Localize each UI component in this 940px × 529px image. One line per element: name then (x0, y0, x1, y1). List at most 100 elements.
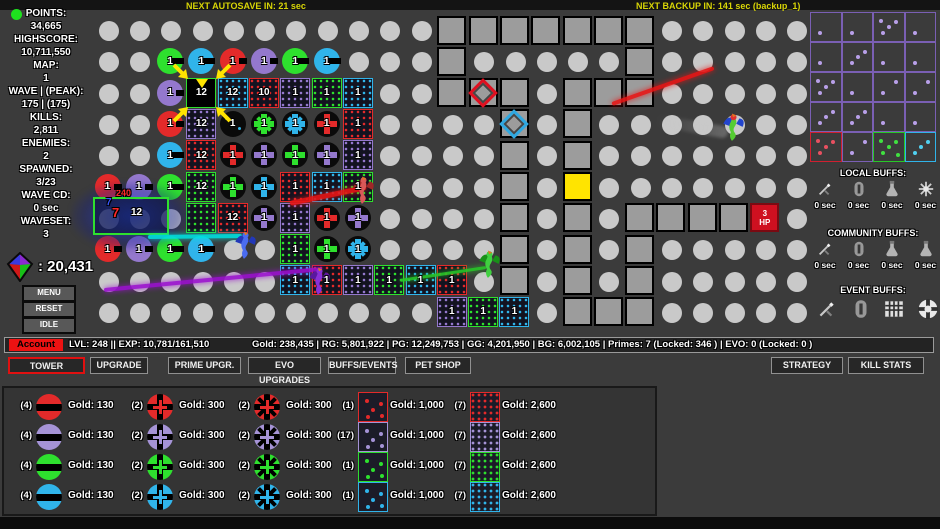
board-dot[interactable] (755, 240, 776, 261)
board-dot[interactable] (411, 115, 432, 136)
tower-red-square[interactable]: 12 (217, 202, 248, 233)
board-dot[interactable] (630, 115, 651, 136)
loadout-cell[interactable] (841, 132, 873, 162)
board-dot[interactable] (662, 146, 683, 167)
board-dot[interactable] (380, 21, 401, 42)
loadout-cell[interactable] (904, 12, 936, 42)
board-dot[interactable] (411, 83, 432, 104)
board-dot[interactable] (787, 271, 808, 292)
board-dot[interactable] (349, 302, 370, 323)
tower-purple-circle[interactable]: 1 (344, 204, 371, 231)
board-dot[interactable] (474, 52, 495, 73)
board-dot[interactable] (693, 21, 714, 42)
board-dot[interactable] (536, 302, 557, 323)
tower-green-circle[interactable]: 1 (313, 236, 340, 263)
loadout-cell[interactable] (810, 42, 842, 72)
board-dot[interactable] (349, 21, 370, 42)
loadout-cell[interactable] (841, 102, 873, 132)
board-dot[interactable] (286, 21, 307, 42)
loadout-cell[interactable] (810, 12, 842, 42)
board-dot[interactable] (536, 271, 557, 292)
board-dot[interactable] (724, 177, 745, 198)
board-dot[interactable] (161, 21, 182, 42)
loadout-cell[interactable] (810, 102, 842, 132)
board-dot[interactable] (787, 115, 808, 136)
board-dot[interactable] (787, 146, 808, 167)
board-dot[interactable] (755, 52, 776, 73)
loadout-cell[interactable] (904, 42, 936, 72)
tab-kill-stats[interactable]: KILL STATS (848, 357, 924, 374)
tower-green-circle[interactable]: 1 (282, 142, 309, 169)
tower-purple-square[interactable]: 1 (280, 77, 311, 108)
board-dot[interactable] (630, 146, 651, 167)
board-dot[interactable] (787, 208, 808, 229)
board-dot[interactable] (724, 83, 745, 104)
board-dot[interactable] (693, 115, 714, 136)
tab-prime-upgr-[interactable]: PRIME UPGR. (168, 357, 241, 374)
board-dot[interactable] (98, 115, 119, 136)
board-dot[interactable] (129, 146, 150, 167)
loadout-cell[interactable] (841, 12, 873, 42)
board-dot[interactable] (192, 302, 213, 323)
board-dot[interactable] (787, 52, 808, 73)
tower-green-base[interactable] (93, 197, 169, 235)
tower-red-circle[interactable]: 1 (313, 204, 340, 231)
board-dot[interactable] (192, 21, 213, 42)
board-dot[interactable] (662, 177, 683, 198)
board-dot[interactable] (755, 115, 776, 136)
menu-button-reset[interactable]: RESET (22, 301, 76, 318)
tower-purple-circle[interactable]: 1 (251, 142, 277, 169)
board-dot[interactable] (474, 208, 495, 229)
loadout-cell[interactable] (904, 72, 936, 102)
board-dot[interactable] (98, 52, 119, 73)
board-dot[interactable] (693, 240, 714, 261)
tower-blue-circle[interactable]: 1 (282, 110, 309, 137)
loadout-cell[interactable] (841, 42, 873, 72)
tower-green-circle[interactable]: 1 (282, 48, 310, 75)
board-dot[interactable] (693, 271, 714, 292)
board-dot[interactable] (255, 21, 276, 42)
board-dot[interactable] (411, 21, 432, 42)
menu-button-menu[interactable]: MENU (22, 285, 76, 302)
tower-purple-circle[interactable]: 1 (251, 204, 277, 231)
tab-buffs-events[interactable]: BUFFS/EVENTS (328, 357, 398, 374)
tower-red-circle[interactable]: 1 (313, 110, 340, 137)
board-dot[interactable] (536, 83, 557, 104)
board-dot[interactable] (662, 271, 683, 292)
tower-purple-square[interactable]: 1 (436, 296, 467, 327)
board-dot[interactable] (755, 83, 776, 104)
board-dot[interactable] (505, 52, 526, 73)
tower-green-square[interactable]: 1 (311, 77, 342, 108)
board-dot[interactable] (349, 52, 370, 73)
tab-evo-upgrades[interactable]: EVO UPGRADES (248, 357, 321, 385)
board-dot[interactable] (662, 83, 683, 104)
tab-upgrade[interactable]: UPGRADE (90, 357, 148, 374)
tower-red-circle[interactable]: 1 (219, 142, 246, 169)
board-dot[interactable] (380, 177, 401, 198)
board-dot[interactable] (129, 52, 150, 73)
board-dot[interactable] (317, 21, 338, 42)
board-dot[interactable] (380, 208, 401, 229)
tower-blue-square[interactable]: 1 (499, 296, 530, 327)
board-dot[interactable] (755, 177, 776, 198)
tower-green-square[interactable]: 1 (374, 265, 405, 296)
board-dot[interactable] (380, 52, 401, 73)
tower-purple-circle[interactable]: 1 (251, 48, 278, 75)
tower-blue-circle[interactable]: 1 (188, 48, 216, 75)
tower-green-square[interactable] (186, 202, 217, 233)
tower-purple-circle[interactable]: 1 (157, 79, 185, 106)
loadout-cell[interactable] (904, 132, 936, 162)
menu-button-idle[interactable]: IDLE (22, 317, 76, 334)
board-dot[interactable] (599, 177, 620, 198)
board-dot[interactable] (411, 208, 432, 229)
board-dot[interactable] (536, 115, 557, 136)
board-dot[interactable] (255, 302, 276, 323)
board-dot[interactable] (129, 302, 150, 323)
board-dot[interactable] (599, 146, 620, 167)
board-dot[interactable] (693, 146, 714, 167)
board-dot[interactable] (536, 208, 557, 229)
board-dot[interactable] (98, 83, 119, 104)
tab-pet-shop[interactable]: PET SHOP (405, 357, 471, 374)
board-dot[interactable] (129, 21, 150, 42)
board-dot[interactable] (411, 146, 432, 167)
